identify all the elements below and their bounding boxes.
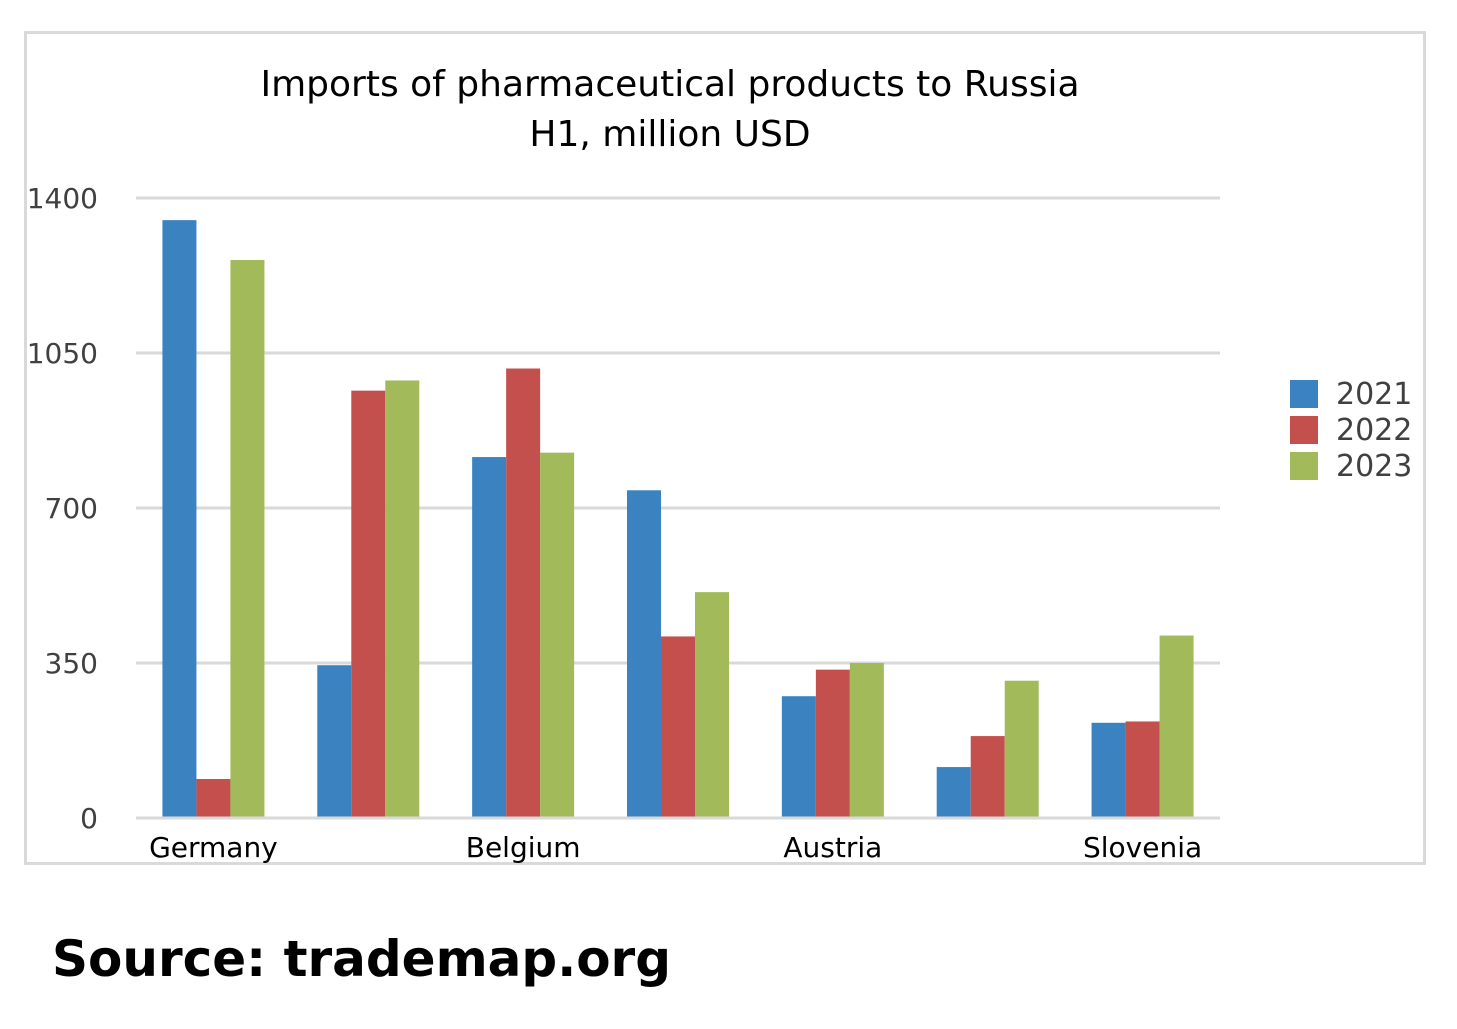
x-tick-label: Austria xyxy=(783,831,882,864)
legend-item-2023: 2023 xyxy=(1290,448,1412,484)
x-tick-label: Belgium xyxy=(466,831,581,864)
chart-title: Imports of pharmaceutical products to Ru… xyxy=(0,60,1340,160)
legend-label: 2022 xyxy=(1336,412,1413,448)
source-note: Source: trademap.org xyxy=(52,930,671,988)
chart-title-main: Imports of pharmaceutical products to Ru… xyxy=(260,64,1080,105)
bar-2021-group-6 xyxy=(936,767,971,818)
bar-2021-germany xyxy=(162,220,197,819)
legend-label: 2021 xyxy=(1336,376,1413,412)
legend-label: 2023 xyxy=(1336,448,1413,484)
legend-item-2021: 2021 xyxy=(1290,376,1412,412)
bar-2021-group-4 xyxy=(627,490,661,818)
bar-2021-belgium xyxy=(472,457,507,818)
bar-2022-slovenia xyxy=(1125,721,1160,818)
bar-2023-belgium xyxy=(540,452,575,818)
y-tick-label: 700 xyxy=(45,492,98,525)
bar-2023-austria xyxy=(849,663,884,818)
bar-2022-group-2 xyxy=(351,390,386,818)
bar-2022-germany xyxy=(196,779,231,818)
x-tick-label: Slovenia xyxy=(1083,831,1202,864)
legend-item-2022: 2022 xyxy=(1290,412,1412,448)
y-tick-label: 1050 xyxy=(27,337,98,370)
bar-2021-slovenia xyxy=(1091,722,1126,818)
y-tick-label: 0 xyxy=(80,802,98,835)
legend-swatch xyxy=(1290,380,1318,408)
bar-2023-group-2 xyxy=(385,380,420,818)
bar-2022-belgium xyxy=(506,368,541,818)
bar-2022-austria xyxy=(815,669,850,818)
y-tick-label: 350 xyxy=(45,647,98,680)
bar-2022-group-6 xyxy=(970,736,1005,818)
bar-2021-group-2 xyxy=(317,665,352,818)
bar-2023-group-6 xyxy=(1004,680,1039,818)
y-tick-label: 1400 xyxy=(27,182,98,215)
chart-legend: 2021 2022 2023 xyxy=(1290,376,1412,484)
chart-subtitle: H1, million USD xyxy=(529,114,811,155)
bar-2021-austria xyxy=(781,696,816,818)
legend-swatch xyxy=(1290,452,1318,480)
bar-2023-group-4 xyxy=(695,592,729,818)
bar-2023-slovenia xyxy=(1159,635,1194,818)
bar-2023-germany xyxy=(230,260,265,818)
legend-swatch xyxy=(1290,416,1318,444)
bar-2022-group-4 xyxy=(661,636,695,818)
x-tick-label: Germany xyxy=(149,831,278,864)
